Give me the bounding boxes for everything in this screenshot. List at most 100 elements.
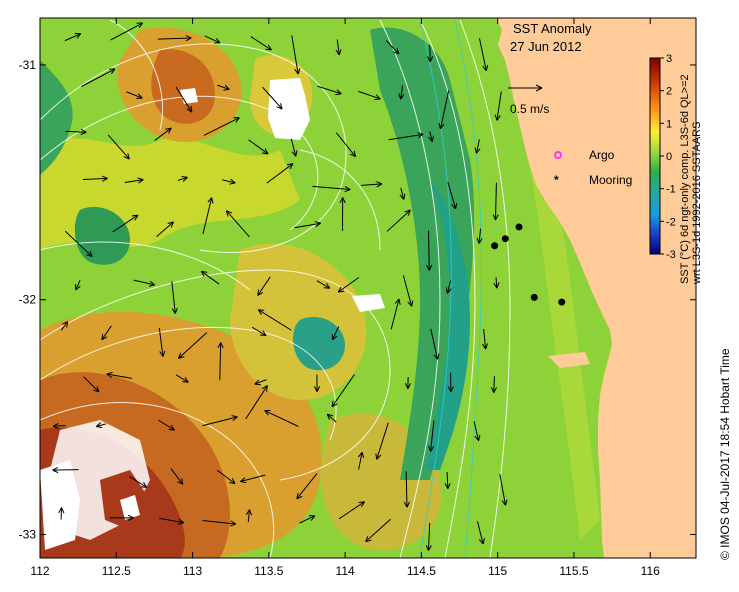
- map-date: 27 Jun 2012: [510, 39, 582, 54]
- velocity-arrow: [358, 451, 365, 470]
- mooring-marker: [501, 235, 509, 243]
- velocity-arrow: [254, 379, 267, 386]
- mooring-marker-icon: *: [554, 173, 559, 187]
- velocity-arrow: [444, 471, 451, 489]
- velocity-arrow: [388, 132, 424, 141]
- lat-tick-label: -33: [19, 528, 37, 542]
- velocity-arrow: [217, 84, 230, 91]
- shelf-contours: [419, 19, 483, 558]
- velocity-arrow: [245, 509, 253, 523]
- velocity-arrow: [158, 327, 166, 357]
- velocity-arrows: [52, 22, 508, 551]
- velocity-arrow: [124, 177, 144, 184]
- velocity-arrow: [427, 44, 434, 63]
- mooring-marker: [558, 298, 566, 306]
- velocity-arrow: [109, 514, 134, 521]
- velocity-arrow: [428, 131, 435, 142]
- velocity-arrow: [476, 228, 483, 244]
- velocity-arrow: [83, 376, 100, 393]
- colorbar-tick-label: -1: [666, 184, 676, 196]
- velocity-arrow: [313, 374, 321, 392]
- velocity-arrow: [331, 374, 355, 408]
- velocity-arrow: [312, 185, 351, 193]
- velocity-arrow: [402, 275, 414, 307]
- velocity-arrow: [447, 181, 458, 210]
- mooring-marker: [491, 242, 499, 250]
- velocity-arrow: [245, 385, 268, 420]
- velocity-arrow: [375, 422, 389, 460]
- lon-tick-label: 116: [641, 564, 660, 578]
- velocity-arrow: [445, 280, 452, 294]
- velocity-arrow: [81, 68, 116, 87]
- velocity-arrow: [338, 501, 365, 520]
- velocity-arrow: [266, 163, 294, 184]
- velocity-scale-arrow: [508, 84, 543, 92]
- velocity-arrow: [203, 117, 240, 136]
- colorbar-label-1: SST (°C) 6d ngt-only comp. L3S-6d QL>=2: [679, 74, 691, 284]
- velocity-arrow: [291, 35, 301, 75]
- velocity-arrow: [399, 187, 406, 200]
- velocity-arrow: [60, 321, 69, 331]
- velocity-arrow: [95, 422, 107, 429]
- lon-tick-label: 112.5: [102, 564, 131, 578]
- velocity-arrow: [337, 277, 360, 293]
- land-coastline: [496, 18, 696, 558]
- lon-tick-label: 113.5: [254, 564, 283, 578]
- velocity-arrow: [75, 280, 81, 291]
- velocity-arrow: [112, 214, 139, 233]
- velocity-arrow: [52, 422, 66, 430]
- velocity-arrow: [426, 230, 433, 271]
- mooring-marker: [515, 223, 523, 231]
- velocity-arrow: [129, 476, 148, 488]
- lon-tick-label: 114: [336, 564, 355, 578]
- colorbar-tick-label: -3: [666, 249, 676, 261]
- velocity-arrow: [428, 420, 435, 452]
- velocity-arrow: [204, 35, 221, 44]
- lat-tick-label: -32: [19, 293, 37, 307]
- velocity-arrow: [178, 332, 208, 359]
- velocity-arrow: [217, 342, 224, 381]
- lon-tick-label: 113: [183, 564, 202, 578]
- velocity-arrow: [476, 521, 485, 545]
- mooring-markers: [491, 223, 566, 306]
- sst-anomaly-field: [40, 27, 600, 558]
- colorbar-tick-label: 0: [666, 151, 672, 163]
- velocity-arrow: [177, 176, 188, 182]
- velocity-arrow: [202, 519, 237, 527]
- velocity-arrow: [126, 91, 143, 100]
- velocity-arrow: [361, 181, 383, 188]
- velocity-arrow: [430, 328, 440, 360]
- velocity-arrow: [299, 515, 316, 524]
- plot-frame: [39, 17, 697, 559]
- velocity-arrow: [202, 197, 214, 235]
- colorbar-tick-label: 2: [666, 86, 672, 98]
- velocity-arrow: [65, 128, 87, 136]
- velocity-arrow: [438, 90, 450, 130]
- velocity-arrow: [262, 86, 283, 110]
- velocity-streamlines: [40, 19, 511, 558]
- velocity-arrow: [365, 518, 392, 543]
- velocity-arrow: [58, 507, 65, 520]
- velocity-arrow: [331, 326, 340, 341]
- imos-credit: © IMOS 04-Jul-2017 18:54 Hobart Time: [718, 348, 732, 560]
- velocity-arrow: [200, 270, 220, 285]
- lon-tick-label: 112: [30, 564, 49, 578]
- colorbar-tick-label: 3: [666, 53, 672, 65]
- lon-tick-label: 114.5: [407, 564, 436, 578]
- velocity-arrow: [404, 377, 412, 389]
- lon-tick-label: 115.5: [559, 564, 588, 578]
- velocity-arrow: [175, 374, 189, 383]
- velocity-arrow: [257, 309, 292, 331]
- velocity-arrow: [264, 409, 299, 427]
- lon-tick-label: 115: [488, 564, 507, 578]
- velocity-arrow: [240, 474, 266, 484]
- velocity-arrow: [202, 415, 238, 427]
- velocity-arrow: [294, 221, 321, 229]
- velocity-arrow: [64, 230, 93, 258]
- velocity-arrow: [106, 371, 133, 379]
- mooring-marker: [530, 293, 538, 301]
- velocity-arrow: [175, 86, 193, 113]
- colorbar-label-2: wrt L3S-1d 1992-2016 SSTAARS: [691, 122, 703, 285]
- velocity-arrow: [492, 182, 499, 221]
- velocity-arrow: [296, 473, 318, 500]
